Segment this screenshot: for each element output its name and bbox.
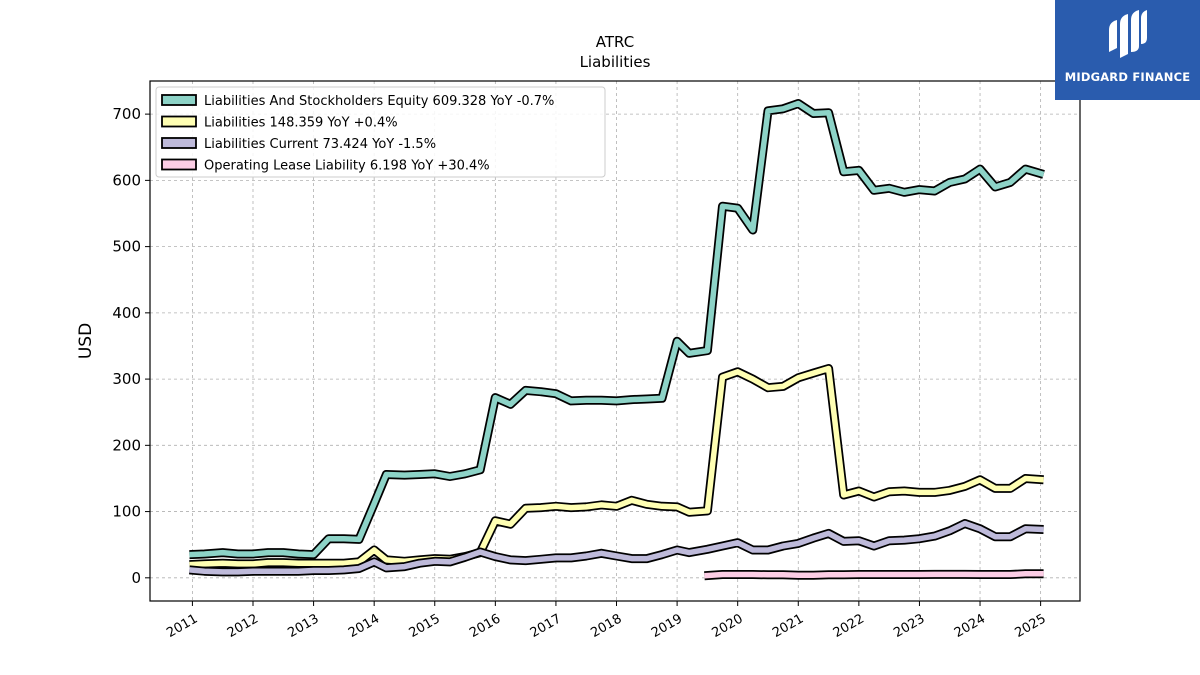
y-tick-label: 500 [112, 238, 141, 256]
x-tick-label: 2018 [588, 611, 624, 641]
x-tick-label: 2011 [164, 611, 200, 641]
y-tick-label: 200 [112, 436, 141, 454]
legend-entry: Operating Lease Liability 6.198 YoY +30.… [204, 159, 490, 174]
legend-box [155, 86, 606, 178]
legend-entry: Liabilities Current 73.424 YoY -1.5% [204, 137, 436, 152]
x-tick-label: 2020 [710, 611, 746, 641]
chart-subtitle: Liabilities [580, 53, 651, 71]
series-line [189, 520, 1044, 575]
x-tick-label: 2013 [285, 611, 321, 641]
plot-frame [149, 80, 1081, 602]
x-tick-label: 2023 [891, 611, 927, 641]
x-tick-label: 2015 [407, 611, 443, 641]
x-tick-label: 2024 [952, 611, 988, 641]
y-tick-label: 300 [112, 370, 141, 388]
legend-swatch [161, 94, 197, 106]
y-axis-label: USD [76, 323, 96, 359]
y-tick-label: 600 [112, 171, 141, 189]
legend-swatch [161, 115, 197, 128]
logo-text: MIDGARD FINANCE [1064, 70, 1191, 84]
series-line [189, 100, 1045, 558]
y-tick-label: 700 [112, 105, 141, 123]
x-axis: 2011 2012 2013 2014 2015 2016 2017 2018 2019 2020… [164, 601, 1049, 641]
legend-swatch [161, 158, 197, 171]
x-tick-label: 2019 [649, 611, 685, 641]
series-lines [189, 99, 1045, 581]
x-tick-label: 2022 [831, 611, 867, 641]
legend-swatch [161, 137, 197, 149]
brand-logo: MIDGARD FINANCE [1055, 0, 1200, 100]
series-line [704, 570, 1044, 579]
legend-entry: Liabilities And Stockholders Equity 609.… [204, 94, 554, 109]
x-tick-label: 2025 [1012, 611, 1048, 641]
y-tick-label: 400 [112, 304, 141, 322]
series-line [189, 365, 1044, 568]
y-tick-label: 100 [112, 503, 141, 521]
legend: Liabilities And Stockholders Equity 609.… [155, 86, 606, 178]
x-tick-label: 2012 [225, 611, 261, 641]
x-tick-label: 2017 [528, 611, 564, 641]
x-tick-label: 2016 [467, 611, 503, 641]
y-tick-label: 0 [131, 569, 141, 587]
y-axis: 0 100 200 300 400 500 600 700 [112, 105, 150, 587]
midgard-logo-icon [1109, 10, 1147, 58]
x-tick-label: 2021 [770, 611, 806, 641]
x-tick-label: 2014 [346, 611, 382, 641]
legend-entry: Liabilities 148.359 YoY +0.4% [204, 116, 398, 131]
chart-title: ATRC [596, 33, 634, 51]
